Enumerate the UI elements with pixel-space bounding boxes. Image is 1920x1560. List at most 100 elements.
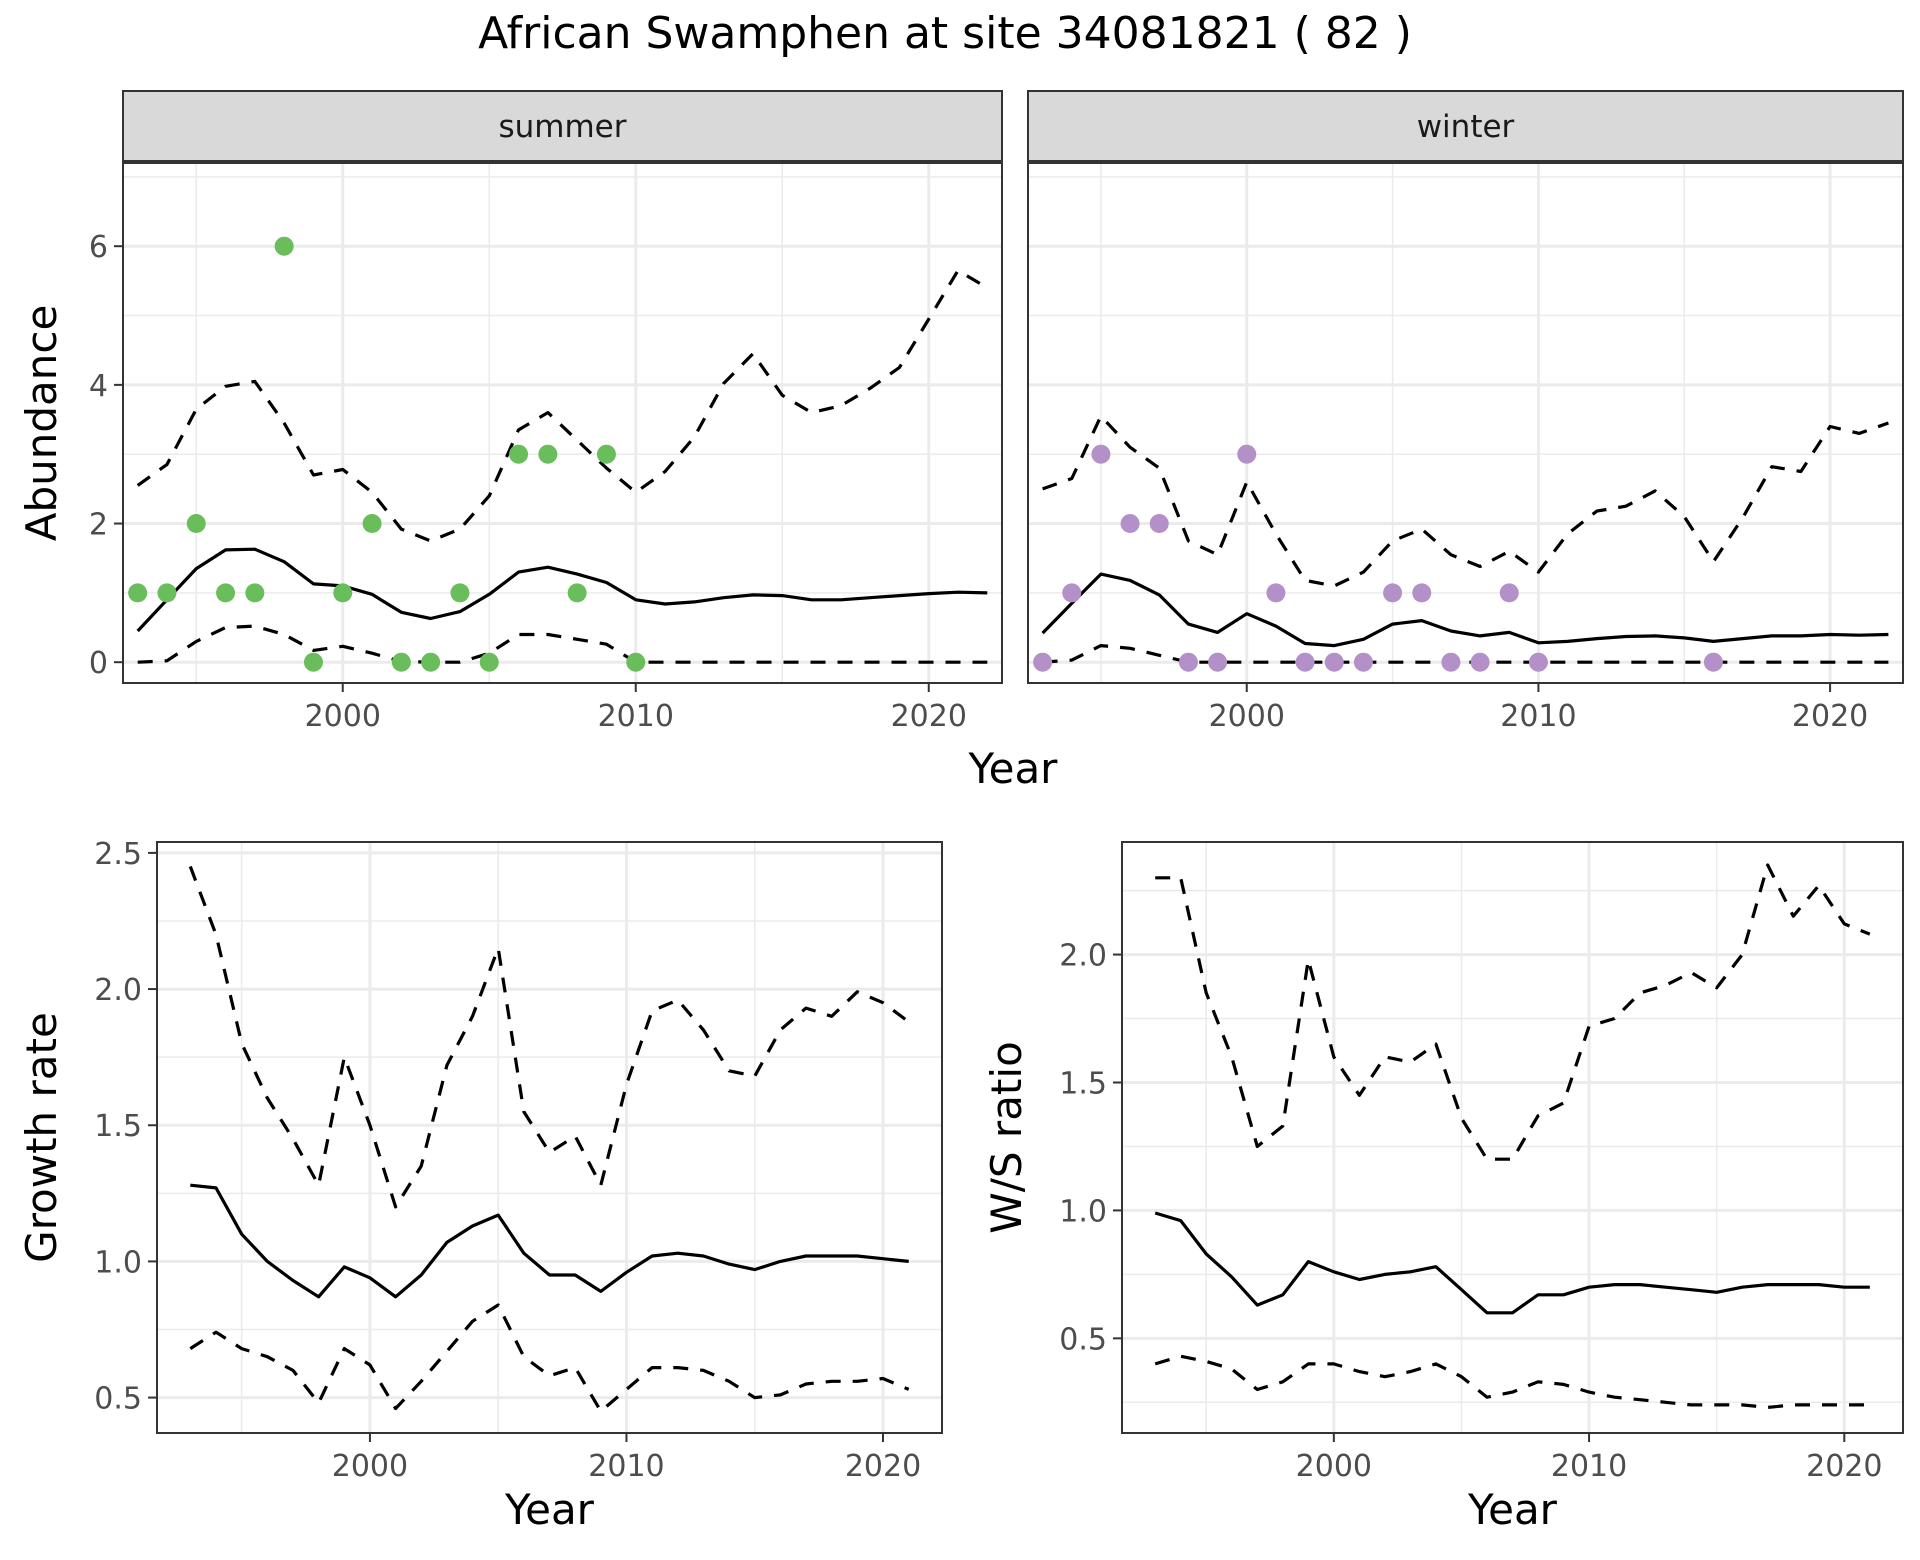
shared-x-axis-title: Year: [968, 744, 1059, 793]
x-tick-label: 2000: [1209, 699, 1285, 734]
panel-border: [1027, 162, 1904, 684]
series-group: [128, 236, 989, 672]
data-point: [1499, 583, 1519, 603]
x-tick-label: 2010: [1551, 1449, 1627, 1484]
panel-winter: winter 2000 2010 2020: [1027, 90, 1904, 734]
data-point: [216, 583, 236, 603]
data-point: [1237, 444, 1257, 464]
x-tick-label: 2000: [1296, 1449, 1372, 1484]
data-point: [1120, 514, 1140, 534]
facet-strip: [122, 90, 1003, 162]
facet-strip-label: winter: [1417, 109, 1515, 145]
y-tick-label: 0.5: [1059, 1322, 1107, 1357]
plot-background: [1028, 163, 1903, 683]
x-tick-label: 2010: [588, 1449, 664, 1484]
x-tick-label: 2000: [332, 1449, 408, 1484]
facet-strip-label: summer: [498, 109, 626, 145]
grid-lines: [1028, 163, 1903, 683]
panel-border: [1121, 841, 1904, 1434]
data-point: [1091, 444, 1111, 464]
data-point: [626, 652, 646, 672]
data-point: [1266, 583, 1286, 603]
estimate-line: [1041, 572, 1889, 648]
data-point: [1295, 652, 1315, 672]
y-tick-label: 2: [89, 508, 108, 543]
x-tick-label: 2000: [305, 699, 381, 734]
data-point: [1441, 652, 1461, 672]
data-point: [1324, 652, 1344, 672]
data-point: [391, 652, 411, 672]
y-tick-label: 0: [89, 646, 108, 681]
y-tick-label: 1.0: [1059, 1194, 1107, 1229]
panel-summer: summer 2000 2010 2020 0 2 4 6 Abundance: [17, 90, 1003, 734]
data-point: [450, 583, 470, 603]
lower-bound-line: [137, 624, 988, 664]
data-point: [479, 652, 499, 672]
panel-ratio: 2000 2010 2020 0.5 1.0 1.5 2.0 Year W/S ratio: [982, 841, 1904, 1534]
panel-border: [122, 162, 1003, 684]
y-axis-title: Abundance: [17, 305, 66, 542]
x-tick-label: 2010: [598, 699, 674, 734]
lower-bound-line: [189, 1303, 910, 1413]
data-point: [362, 514, 382, 534]
upper-bound-line: [188, 865, 910, 1209]
data-point: [1062, 583, 1082, 603]
facet-strip: [1027, 90, 1904, 162]
data-point: [303, 652, 323, 672]
y-tick-label: 0.5: [94, 1382, 142, 1417]
estimate-line: [1154, 1211, 1870, 1315]
upper-bound-line: [136, 268, 989, 543]
data-point: [421, 652, 441, 672]
data-point: [274, 236, 294, 256]
data-point: [1383, 583, 1403, 603]
plot-background: [157, 842, 942, 1433]
data-point: [567, 583, 587, 603]
data-point: [1703, 652, 1723, 672]
plot-background: [1122, 842, 1903, 1433]
x-tick-label: 2020: [1806, 1449, 1882, 1484]
y-axis-title: W/S ratio: [982, 1041, 1031, 1234]
data-point: [509, 444, 529, 464]
plot-background: [123, 163, 1002, 683]
data-point: [596, 444, 616, 464]
x-axis-title: Year: [504, 1485, 595, 1534]
data-point: [128, 583, 148, 603]
x-tick-label: 2020: [1792, 699, 1868, 734]
y-tick-label: 1.0: [94, 1245, 142, 1280]
figure-title: African Swamphen at site 34081821 ( 82 ): [478, 8, 1412, 59]
panel-growth: 2000 2010 2020 0.5 1.0 1.5 2.0 2.5 Year Growth ra…: [17, 837, 943, 1534]
lower-bound-line: [1154, 1354, 1870, 1409]
upper-bound-line: [1042, 414, 1889, 588]
x-axis-title: Year: [1467, 1485, 1558, 1534]
panels: summer 2000 2010 2020 0 2 4 6 Abundance winter 200…: [17, 90, 1904, 1534]
data-point: [1353, 652, 1373, 672]
series-group: [1033, 414, 1889, 672]
x-tick-label: 2010: [1500, 699, 1576, 734]
y-tick-label: 1.5: [1059, 1066, 1107, 1101]
upper-bound-line: [1155, 863, 1871, 1161]
data-point: [186, 514, 206, 534]
estimate-line: [190, 1183, 909, 1299]
x-tick-label: 2020: [891, 699, 967, 734]
y-tick-label: 2.5: [94, 837, 142, 872]
data-point: [1178, 652, 1198, 672]
data-point: [1412, 583, 1432, 603]
estimate-line: [136, 547, 988, 633]
data-point: [333, 583, 353, 603]
grid-lines: [1122, 842, 1903, 1433]
data-point: [1528, 652, 1548, 672]
series-group: [188, 865, 910, 1413]
y-tick-label: 4: [89, 369, 108, 404]
data-point: [538, 444, 558, 464]
data-point: [1149, 514, 1169, 534]
data-point: [245, 583, 265, 603]
y-tick-label: 6: [89, 230, 108, 265]
data-point: [157, 583, 177, 603]
y-tick-label: 2.0: [94, 973, 142, 1008]
y-tick-label: 1.5: [94, 1109, 142, 1144]
y-tick-label: 2.0: [1059, 939, 1107, 974]
grid-lines: [157, 842, 942, 1433]
x-tick-label: 2020: [845, 1449, 921, 1484]
y-axis-title: Growth rate: [17, 1012, 66, 1263]
